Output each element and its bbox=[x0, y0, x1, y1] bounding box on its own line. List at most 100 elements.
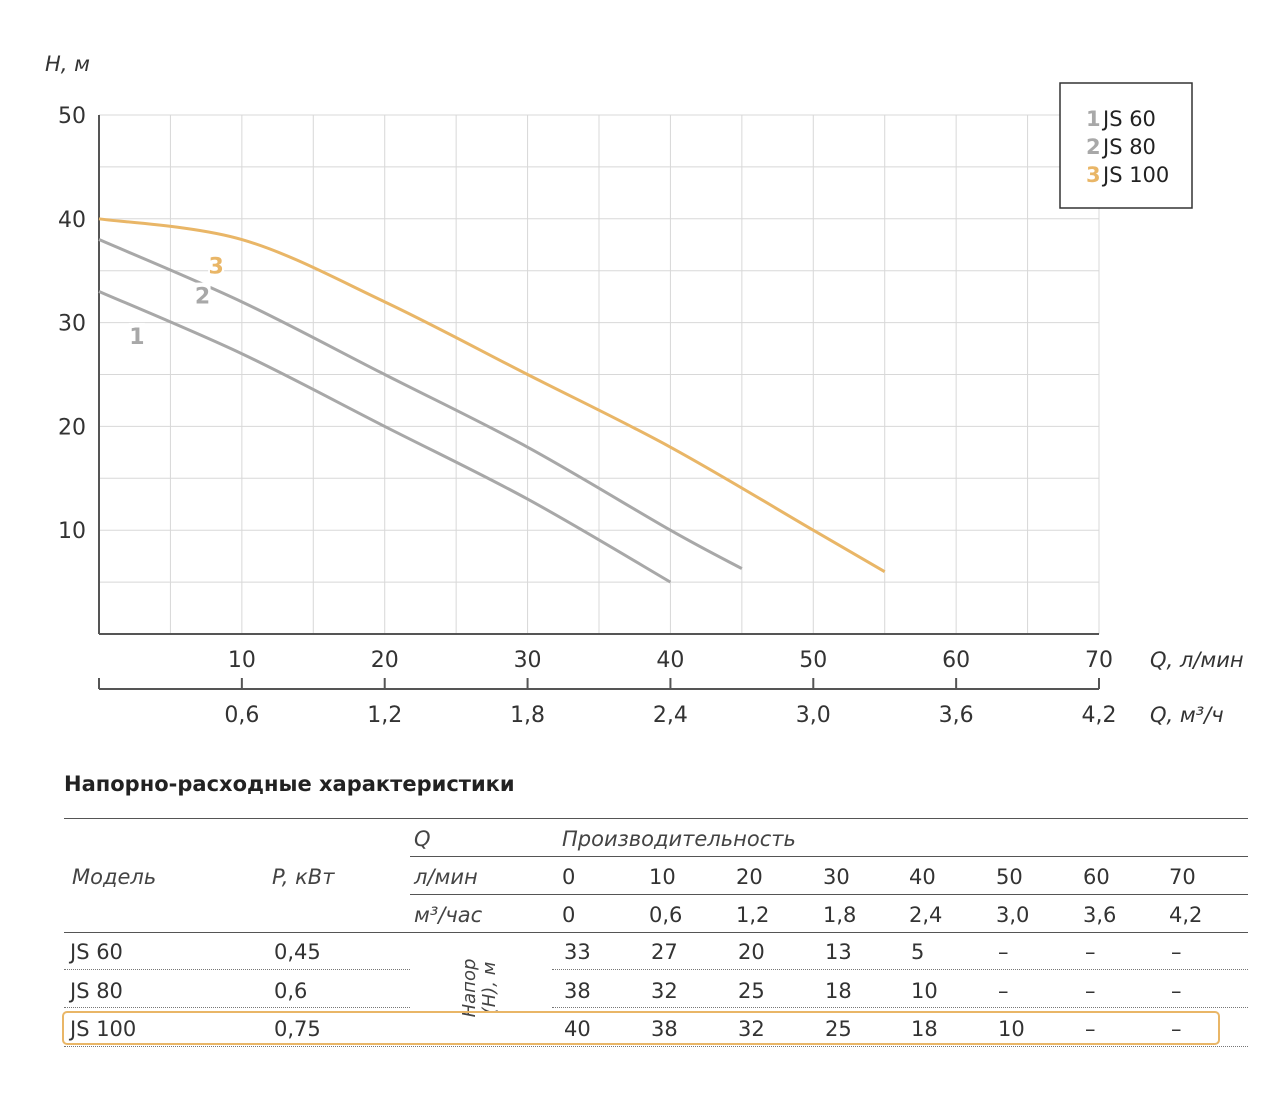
series-number-label: 1 bbox=[129, 325, 144, 350]
header-lmin-value: 0 bbox=[562, 865, 576, 889]
row-head-value: – bbox=[1085, 979, 1096, 1003]
row-head-value: – bbox=[1085, 1017, 1096, 1041]
x-tick-label: 60 bbox=[942, 648, 970, 673]
series-line-3 bbox=[98, 217, 886, 574]
header-m3-value: 0 bbox=[562, 903, 576, 927]
legend-entry: JS 100 bbox=[1101, 163, 1169, 187]
x-tick-label: 70 bbox=[1085, 648, 1113, 673]
header-unit-lmin: л/мин bbox=[414, 865, 478, 889]
series-number-bg bbox=[194, 282, 211, 307]
row-head-value: 5 bbox=[911, 940, 925, 964]
header-m3-value: 3,0 bbox=[996, 903, 1030, 927]
row-head-value: 25 bbox=[825, 1017, 852, 1041]
header-m3-value: 4,2 bbox=[1169, 903, 1203, 927]
row-head-value: 13 bbox=[825, 940, 852, 964]
chart-labels: 10 0,6 20 1,2 30 1,8 40 2,4 50 3,0 60 3,6 70 4,2 10 20 3… bbox=[45, 52, 1244, 728]
table-bottom-rule bbox=[64, 1046, 1248, 1047]
y-axis-label: H, м bbox=[45, 52, 90, 76]
row-separator bbox=[552, 1007, 1248, 1008]
header-lmin-value: 20 bbox=[736, 865, 763, 889]
header-performance: Производительность bbox=[562, 827, 796, 851]
series-line-1 bbox=[98, 290, 672, 584]
row-head-value: 10 bbox=[911, 979, 938, 1003]
x-tick-label: 30 bbox=[514, 648, 542, 673]
row-head-value: 40 bbox=[564, 1017, 591, 1041]
row-power: 0,45 bbox=[274, 940, 321, 964]
table-header-rule bbox=[410, 856, 1248, 857]
x-tick-label: 50 bbox=[799, 648, 827, 673]
x-tick-label: 10 bbox=[228, 648, 256, 673]
series-number-bg bbox=[208, 252, 225, 277]
header-lmin-value: 60 bbox=[1083, 865, 1110, 889]
header-m3-value: 1,2 bbox=[736, 903, 770, 927]
header-model: Модель bbox=[72, 865, 157, 889]
header-power: P, кВт bbox=[272, 865, 335, 889]
row-head-value: – bbox=[1085, 940, 1096, 964]
x-tick-label: 20 bbox=[371, 648, 399, 673]
row-head-value: 32 bbox=[738, 1017, 765, 1041]
x-tick-label: 40 bbox=[656, 648, 684, 673]
table-title: Напорно-расходные характеристики bbox=[64, 772, 515, 796]
legend-number: 1 bbox=[1086, 107, 1101, 131]
row-power: 0,6 bbox=[274, 979, 308, 1003]
row-head-value: 32 bbox=[651, 979, 678, 1003]
header-m3-value: 3,6 bbox=[1083, 903, 1117, 927]
y-tick-label: 10 bbox=[58, 519, 86, 544]
x2-tick-label: 1,8 bbox=[510, 703, 545, 728]
header-m3-value: 2,4 bbox=[909, 903, 943, 927]
row-head-value: 25 bbox=[738, 979, 765, 1003]
highlight-row-frame bbox=[62, 1011, 1220, 1045]
row-separator bbox=[64, 969, 410, 970]
legend-entry: JS 80 bbox=[1101, 135, 1156, 159]
row-model: JS 80 bbox=[70, 979, 123, 1003]
header-lmin-value: 50 bbox=[996, 865, 1023, 889]
row-head-value: 38 bbox=[564, 979, 591, 1003]
header-lmin-value: 70 bbox=[1169, 865, 1196, 889]
row-head-value: 27 bbox=[651, 940, 678, 964]
row-model: JS 100 bbox=[70, 1017, 137, 1041]
row-separator bbox=[64, 1007, 410, 1008]
legend-number: 2 bbox=[1086, 135, 1101, 159]
chart-legend: 1 JS 602 JS 803 JS 100 bbox=[1059, 82, 1193, 209]
header-unit-m3: м³/час bbox=[414, 903, 483, 927]
table-top-rule bbox=[64, 818, 1248, 819]
row-head-value: – bbox=[1171, 979, 1182, 1003]
pump-performance-chart: 10 0,6 20 1,2 30 1,8 40 2,4 50 3,0 60 3,6 70 4,2 10 20 3… bbox=[45, 52, 1244, 728]
row-head-value: – bbox=[998, 979, 1009, 1003]
series-number-label: 2 bbox=[195, 285, 210, 310]
row-head-value: 38 bbox=[651, 1017, 678, 1041]
x-axis-label: Q, л/мин bbox=[1150, 648, 1244, 672]
chart-axes bbox=[98, 115, 1100, 690]
chart-series bbox=[98, 217, 886, 584]
row-head-value: 18 bbox=[911, 1017, 938, 1041]
row-head-value: – bbox=[1171, 940, 1182, 964]
legend-entry: JS 60 bbox=[1101, 107, 1156, 131]
row-head-value: 18 bbox=[825, 979, 852, 1003]
x2-tick-label: 0,6 bbox=[224, 703, 259, 728]
series-number-label: 3 bbox=[208, 255, 223, 280]
table-header-rule bbox=[410, 894, 1248, 895]
row-head-value: 10 bbox=[998, 1017, 1025, 1041]
row-head-value: 33 bbox=[564, 940, 591, 964]
header-lmin-value: 40 bbox=[909, 865, 936, 889]
series-line-2 bbox=[98, 238, 743, 570]
row-separator bbox=[552, 969, 1248, 970]
header-q: Q bbox=[414, 827, 431, 851]
y-tick-label: 50 bbox=[58, 104, 86, 129]
header-lmin-value: 30 bbox=[823, 865, 850, 889]
y-tick-label: 20 bbox=[58, 415, 86, 440]
row-power: 0,75 bbox=[274, 1017, 321, 1041]
chart-grid bbox=[99, 114, 1100, 634]
row-head-value: – bbox=[1171, 1017, 1182, 1041]
series-number-bg bbox=[128, 322, 145, 347]
x2-axis-label: Q, м³/ч bbox=[1150, 703, 1224, 727]
table-header-bottom-rule bbox=[64, 932, 1248, 933]
y-tick-label: 40 bbox=[58, 208, 86, 233]
y-tick-label: 30 bbox=[58, 312, 86, 337]
x2-tick-label: 1,2 bbox=[367, 703, 402, 728]
x2-tick-label: 3,6 bbox=[939, 703, 974, 728]
legend-number: 3 bbox=[1086, 163, 1101, 187]
x2-tick-label: 4,2 bbox=[1082, 703, 1117, 728]
row-head-value: 20 bbox=[738, 940, 765, 964]
x2-tick-label: 3,0 bbox=[796, 703, 831, 728]
